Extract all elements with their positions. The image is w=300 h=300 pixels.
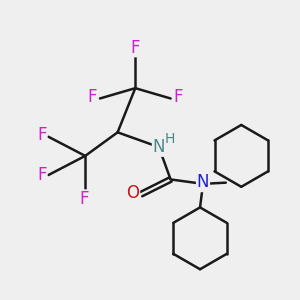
- Text: O: O: [126, 184, 140, 202]
- Text: F: F: [79, 190, 88, 208]
- Text: F: F: [88, 88, 97, 106]
- Text: N: N: [197, 173, 209, 191]
- Text: F: F: [173, 88, 183, 106]
- Text: N: N: [153, 138, 165, 156]
- Text: F: F: [130, 38, 140, 56]
- Text: H: H: [165, 132, 175, 146]
- Text: F: F: [37, 126, 47, 144]
- Text: F: F: [37, 166, 47, 184]
